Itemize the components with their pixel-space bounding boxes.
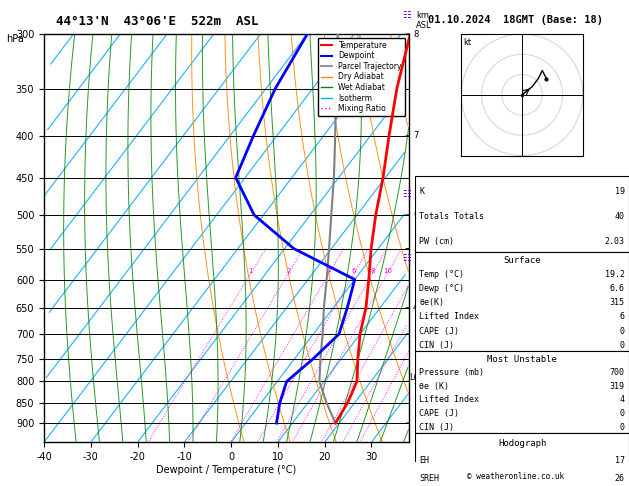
Text: Temp (°C): Temp (°C) [420, 270, 464, 279]
Text: km
ASL: km ASL [416, 11, 431, 30]
Text: 1: 1 [413, 418, 418, 428]
Text: Totals Totals: Totals Totals [420, 212, 484, 221]
FancyBboxPatch shape [415, 252, 629, 351]
Text: ☷: ☷ [402, 190, 411, 199]
Text: 2: 2 [413, 377, 418, 386]
Text: 2.03: 2.03 [604, 237, 625, 246]
Text: 26: 26 [615, 473, 625, 483]
Text: 319: 319 [610, 382, 625, 391]
Text: K: K [420, 187, 425, 195]
Text: 01.10.2024  18GMT (Base: 18): 01.10.2024 18GMT (Base: 18) [428, 15, 603, 25]
Text: 19.2: 19.2 [604, 270, 625, 279]
Text: ☷: ☷ [402, 253, 411, 262]
Text: 4: 4 [327, 268, 331, 274]
Text: 4: 4 [620, 396, 625, 404]
Text: 17: 17 [615, 456, 625, 465]
Text: θe (K): θe (K) [420, 382, 449, 391]
Text: 19: 19 [615, 187, 625, 195]
Text: 2: 2 [286, 268, 291, 274]
Legend: Temperature, Dewpoint, Parcel Trajectory, Dry Adiabat, Wet Adiabat, Isotherm, Mi: Temperature, Dewpoint, Parcel Trajectory… [318, 38, 405, 116]
Text: © weatheronline.co.uk: © weatheronline.co.uk [467, 472, 564, 481]
Text: kt: kt [464, 38, 472, 47]
Text: Lifted Index: Lifted Index [420, 396, 479, 404]
Text: 8: 8 [370, 268, 375, 274]
Text: CIN (J): CIN (J) [420, 423, 454, 432]
Text: 5: 5 [413, 244, 418, 253]
Text: 0: 0 [620, 327, 625, 335]
Text: 0: 0 [620, 423, 625, 432]
Text: SREH: SREH [420, 473, 440, 483]
Text: Surface: Surface [503, 256, 541, 265]
Text: 0: 0 [620, 341, 625, 350]
Text: Pressure (mb): Pressure (mb) [420, 368, 484, 377]
Text: 6: 6 [413, 210, 418, 220]
Text: 44°13'N  43°06'E  522m  ASL: 44°13'N 43°06'E 522m ASL [56, 15, 259, 28]
Text: 6: 6 [620, 312, 625, 321]
Text: 3: 3 [413, 330, 418, 339]
Text: hPa: hPa [6, 34, 24, 44]
Text: CAPE (J): CAPE (J) [420, 409, 459, 418]
Text: 40: 40 [615, 212, 625, 221]
Text: Dewp (°C): Dewp (°C) [420, 284, 464, 293]
Text: CAPE (J): CAPE (J) [420, 327, 459, 335]
FancyBboxPatch shape [415, 433, 629, 486]
FancyBboxPatch shape [415, 351, 629, 433]
Text: ☷: ☷ [402, 10, 411, 19]
Text: 315: 315 [610, 298, 625, 307]
Text: 700: 700 [610, 368, 625, 377]
Text: 1: 1 [248, 268, 253, 274]
Text: Most Unstable: Most Unstable [487, 355, 557, 364]
Text: 4: 4 [413, 303, 418, 312]
Text: Lifted Index: Lifted Index [420, 312, 479, 321]
Text: 6: 6 [352, 268, 357, 274]
Text: Mixing Ratio (g/kg): Mixing Ratio (g/kg) [438, 198, 447, 278]
FancyBboxPatch shape [415, 176, 629, 252]
Text: 6.6: 6.6 [610, 284, 625, 293]
Text: Hodograph: Hodograph [498, 438, 546, 448]
Text: 10: 10 [383, 268, 392, 274]
Text: 0: 0 [620, 409, 625, 418]
Text: EH: EH [420, 456, 430, 465]
X-axis label: Dewpoint / Temperature (°C): Dewpoint / Temperature (°C) [157, 465, 296, 475]
Text: θe(K): θe(K) [420, 298, 445, 307]
Text: CIN (J): CIN (J) [420, 341, 454, 350]
Text: PW (cm): PW (cm) [420, 237, 454, 246]
Text: LCL: LCL [409, 373, 424, 382]
Text: 8: 8 [413, 30, 418, 38]
Text: 7: 7 [413, 131, 418, 140]
